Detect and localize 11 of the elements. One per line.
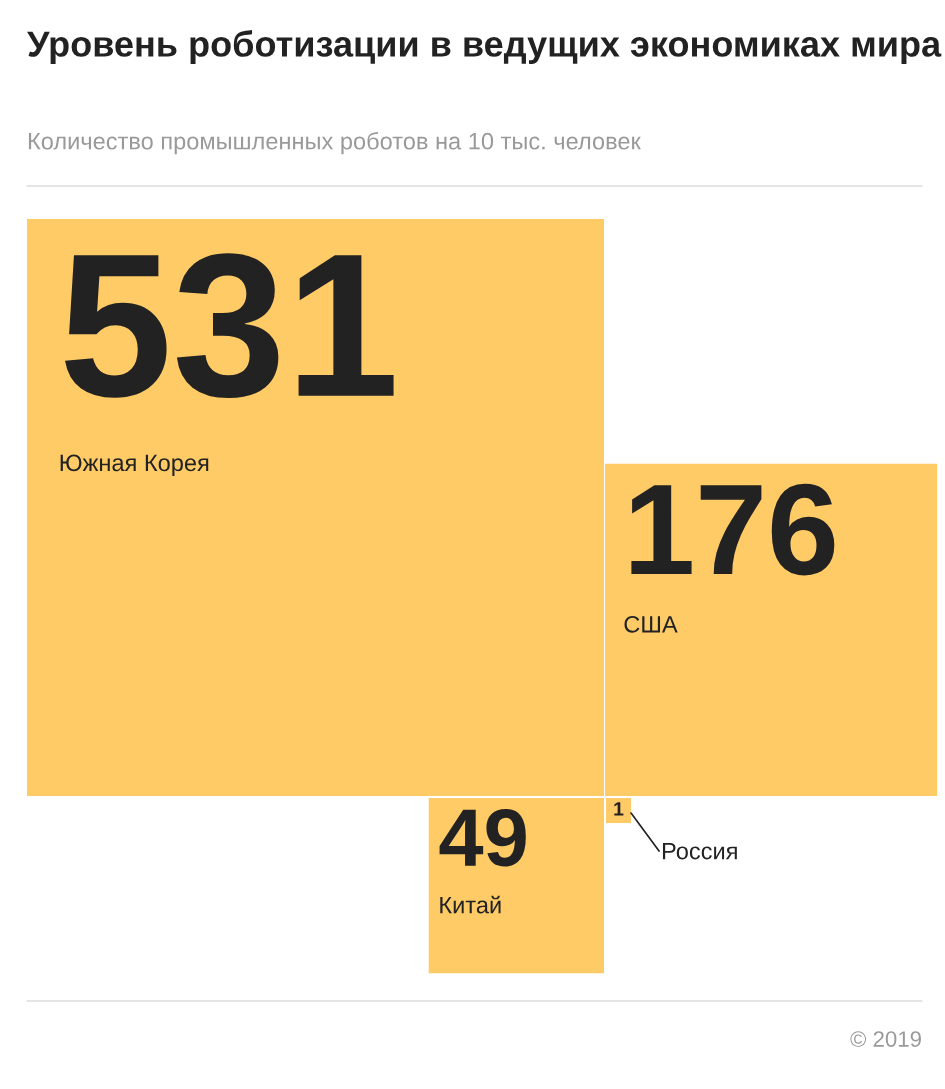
category-label: США — [624, 615, 678, 633]
category-label: Россия — [662, 842, 737, 860]
text: Уровень роботизации в ведущих экономиках мира — [27, 30, 942, 64]
data-label: 49 — [439, 808, 526, 867]
data-label: 531 — [65, 253, 394, 399]
category-label: Южная Корея — [60, 454, 209, 476]
text: Количество промышленных роботов на 10 тыс. человек — [28, 132, 641, 155]
category-label: Китай — [440, 895, 501, 914]
data-label: 1 — [614, 802, 624, 816]
data-label: 176 — [631, 483, 835, 576]
text: © 2019 — [850, 1031, 921, 1047]
